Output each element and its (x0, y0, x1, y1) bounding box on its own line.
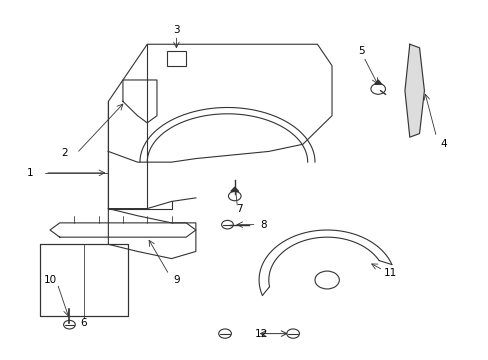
Polygon shape (230, 187, 238, 192)
Text: 5: 5 (357, 46, 364, 57)
Text: 2: 2 (61, 148, 68, 158)
Bar (40, 244, 127, 316)
Text: 9: 9 (173, 275, 180, 285)
Text: 11: 11 (383, 268, 396, 278)
Text: 8: 8 (260, 220, 267, 230)
Polygon shape (404, 44, 424, 137)
Text: 6: 6 (81, 318, 87, 328)
Text: 10: 10 (43, 275, 57, 285)
Text: 7: 7 (236, 203, 243, 213)
Text: 4: 4 (440, 139, 446, 149)
Text: 1: 1 (27, 168, 34, 178)
Text: 3: 3 (173, 25, 180, 35)
Bar (166, 51, 186, 66)
Text: 12: 12 (254, 329, 267, 339)
Polygon shape (374, 80, 381, 84)
